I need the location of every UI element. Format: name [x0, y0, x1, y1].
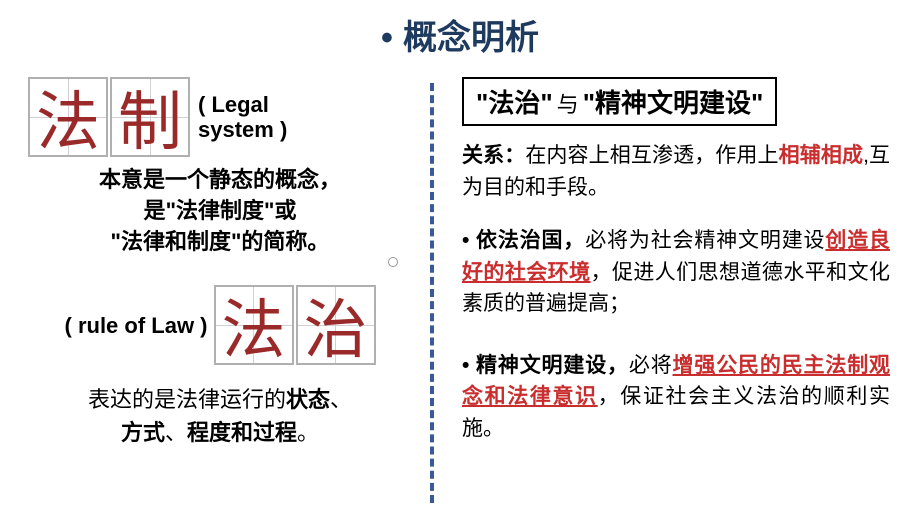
- t2d-2a: 方式: [121, 420, 165, 445]
- left-column: 法 制 ( Legal system ) 本意是一个静态的概念， 是"法律制度"…: [0, 77, 430, 517]
- t1d-1a: 本意是一个: [99, 167, 209, 192]
- layout-marker-icon: [388, 257, 398, 267]
- term1-english: ( Legal system ): [198, 92, 287, 143]
- term1-chars: 法 制: [28, 77, 190, 157]
- term1-description: 本意是一个静态的概念， 是"法律制度"或 "法律和制度"的简称。: [28, 165, 412, 257]
- t2d-2b: 、: [165, 420, 187, 445]
- p1c: 相辅相成: [779, 144, 863, 167]
- term2-english: ( rule of Law ): [65, 313, 208, 338]
- term2-row: ( rule of Law ) 法 治: [28, 285, 412, 365]
- t1d-2a: 是: [144, 198, 166, 223]
- term2-char2: 治: [296, 285, 376, 365]
- t2d-1a: 表达的是法律运行的: [88, 387, 286, 412]
- rt-amp: 与: [557, 92, 579, 117]
- t1d-1c: 的概念，: [253, 167, 341, 192]
- term2-description: 表达的是法律运行的状态、 方式、程度和过程。: [28, 383, 412, 449]
- p2a: 依法治国，: [476, 229, 585, 252]
- t2d-1c: 、: [330, 387, 352, 412]
- rt-q1: ": [476, 88, 488, 118]
- slide-title: • 概念明析: [0, 0, 920, 59]
- title-bullet-icon: •: [381, 19, 393, 57]
- right-column: "法治"与"精神文明建设" 关系：在内容上相互渗透，作用上相辅相成,互为目的和手…: [434, 77, 920, 517]
- t2d-2d: 。: [297, 420, 319, 445]
- p3a: 精神文明建设，: [476, 354, 629, 377]
- term1-eng-line1: ( Legal: [198, 92, 287, 117]
- t2d-2c: 程度和过程: [187, 420, 297, 445]
- p3b: 必将: [629, 354, 673, 377]
- point3-paragraph: • 精神文明建设，必将增强公民的民主法制观念和法律意识，保证社会主义法治的顺利实…: [462, 350, 890, 445]
- term2-char1: 法: [214, 285, 294, 365]
- two-column-layout: 法 制 ( Legal system ) 本意是一个静态的概念， 是"法律制度"…: [0, 77, 920, 517]
- term1-row: 法 制 ( Legal system ): [28, 77, 412, 157]
- term1-char2: 制: [110, 77, 190, 157]
- p1a: 关系：: [462, 144, 525, 167]
- p1b: 在内容上相互渗透，作用上: [525, 144, 778, 167]
- term1-char1: 法: [28, 77, 108, 157]
- rt-t1: 法治: [488, 88, 540, 118]
- t1d-1b: 静态: [209, 167, 253, 192]
- term1-eng-line2: system ): [198, 117, 287, 142]
- rt-q3: ": [583, 88, 595, 118]
- t1d-2c: 或: [274, 198, 296, 223]
- p2b: 必将为社会精神文明建设: [585, 229, 825, 252]
- term2-block: ( rule of Law ) 法 治 表达的是法律运行的状态、 方式、程度和过…: [28, 285, 412, 449]
- t1d-3b: 的简称。: [241, 229, 329, 254]
- p3-bullet-icon: •: [462, 354, 476, 377]
- relation-paragraph: 关系：在内容上相互渗透，作用上相辅相成,互为目的和手段。: [462, 140, 890, 203]
- t1d-2b: "法律制度": [166, 198, 275, 223]
- t1d-3a: "法律和制度": [111, 229, 242, 254]
- rt-q4: ": [751, 88, 763, 118]
- term2-chars: 法 治: [214, 285, 376, 365]
- right-title-box: "法治"与"精神文明建设": [462, 77, 777, 126]
- title-text: 概念明析: [403, 19, 539, 57]
- t2d-1b: 状态: [286, 387, 330, 412]
- p2-bullet-icon: •: [462, 229, 476, 252]
- point2-paragraph: • 依法治国，必将为社会精神文明建设创造良好的社会环境，促进人们思想道德水平和文…: [462, 225, 890, 320]
- rt-t2: 精神文明建设: [595, 88, 751, 118]
- rt-q2: ": [540, 88, 552, 118]
